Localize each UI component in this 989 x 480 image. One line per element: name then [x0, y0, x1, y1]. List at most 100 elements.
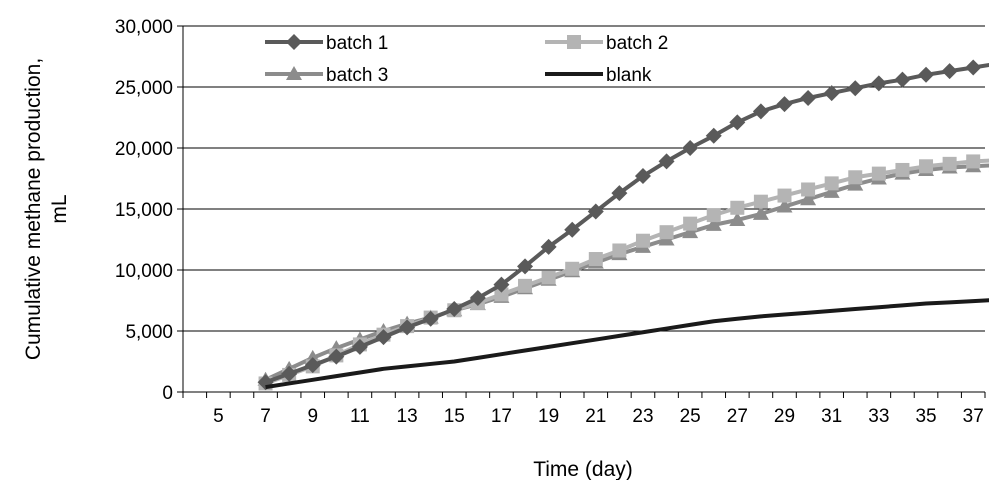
- y-axis-title: Cumulative methane production, mL: [22, 58, 71, 360]
- series-batch-1: [257, 59, 989, 391]
- data-point: [800, 89, 817, 106]
- data-point: [351, 338, 368, 355]
- series-line: [264, 163, 989, 382]
- x-tick-label: 31: [821, 406, 842, 427]
- data-point: [918, 66, 935, 83]
- data-point: [493, 276, 510, 293]
- data-point: [752, 103, 769, 120]
- data-point: [776, 198, 793, 213]
- data-point: [281, 365, 298, 382]
- x-tick-label: 21: [585, 406, 606, 427]
- y-tick-label: 10,000: [115, 261, 173, 282]
- data-point: [634, 168, 651, 185]
- data-point: [611, 185, 628, 202]
- data-point: [706, 208, 721, 223]
- legend-marker: [567, 35, 581, 49]
- data-point: [635, 233, 650, 248]
- y-axis-title-line: mL: [48, 194, 71, 223]
- y-tick-label: 5,000: [125, 322, 173, 343]
- data-point: [776, 96, 793, 113]
- x-tick-label: 9: [307, 406, 318, 427]
- data-point: [587, 203, 604, 220]
- data-point: [612, 243, 627, 258]
- x-tick-label: 5: [213, 406, 224, 427]
- series-line: [265, 298, 989, 390]
- data-point: [965, 59, 982, 76]
- data-point: [564, 221, 581, 238]
- data-point: [518, 278, 533, 293]
- x-axis-title: Time (day): [533, 458, 633, 480]
- data-point: [823, 183, 840, 198]
- data-point: [328, 348, 345, 365]
- gridlines: [183, 25, 985, 332]
- data-point: [541, 270, 556, 285]
- legend-label: batch 1: [326, 33, 388, 54]
- x-tick-label: 29: [774, 406, 795, 427]
- data-point: [705, 216, 722, 231]
- data-point: [517, 258, 534, 275]
- data-point: [659, 225, 674, 240]
- data-point: [682, 224, 699, 239]
- legend-marker: [286, 66, 302, 80]
- data-point: [847, 80, 864, 97]
- x-tick-label: 15: [444, 406, 465, 427]
- x-tick-label: 19: [538, 406, 559, 427]
- x-tick-label: 23: [632, 406, 653, 427]
- y-tick-label: 0: [162, 383, 173, 404]
- data-point: [469, 290, 486, 307]
- series-layer: [257, 59, 989, 391]
- legend-item: batch 3: [265, 65, 388, 86]
- data-point: [824, 176, 839, 191]
- x-tick-label: 25: [680, 406, 701, 427]
- data-point: [730, 200, 745, 215]
- data-point: [752, 205, 769, 220]
- data-point: [895, 162, 910, 177]
- data-point: [304, 357, 321, 374]
- legend: batch 1 batch 2 batch 3 blank: [265, 33, 668, 86]
- data-point: [565, 261, 580, 276]
- data-point: [919, 159, 934, 174]
- legend-marker: [286, 34, 302, 50]
- data-point: [800, 191, 817, 206]
- data-point: [682, 140, 699, 156]
- x-tick-label: 35: [915, 406, 936, 427]
- y-tick-label: 15,000: [115, 200, 173, 221]
- y-tick-label: 30,000: [115, 17, 173, 38]
- series-blank: [265, 298, 989, 390]
- data-point: [894, 71, 911, 88]
- data-point: [588, 252, 603, 267]
- data-point: [494, 287, 509, 302]
- data-point: [848, 170, 863, 185]
- data-point: [729, 114, 746, 131]
- data-point: [683, 216, 698, 231]
- data-point: [422, 310, 439, 327]
- data-point: [540, 238, 557, 255]
- data-point: [870, 75, 887, 92]
- axes: 0 5,000 10,000 15,000 20,000 25,000 30,000 5 7 9 1…: [115, 17, 986, 427]
- legend-item: batch 1: [265, 33, 388, 54]
- x-tick-label: 11: [350, 406, 370, 427]
- x-tick-label: 7: [260, 406, 271, 427]
- legend-label: blank: [606, 65, 652, 86]
- x-tick-label: 27: [727, 406, 748, 427]
- legend-label: batch 2: [606, 33, 668, 54]
- legend-item: batch 2: [545, 33, 668, 54]
- x-tick-label: 37: [963, 406, 984, 427]
- data-point: [801, 182, 816, 197]
- legend-label: batch 3: [326, 65, 388, 86]
- data-point: [777, 188, 792, 203]
- data-point: [446, 301, 463, 318]
- y-axis-title-line: Cumulative methane production,: [22, 58, 45, 360]
- y-tick-label: 20,000: [115, 139, 173, 160]
- data-point: [823, 85, 840, 102]
- series-line: [264, 158, 989, 386]
- data-point: [941, 63, 958, 80]
- x-tick-label: 17: [491, 406, 512, 427]
- x-tick-label: 13: [397, 406, 418, 427]
- x-tick-label: 33: [868, 406, 889, 427]
- data-point: [658, 153, 675, 170]
- data-point: [399, 319, 416, 336]
- data-point: [729, 211, 746, 226]
